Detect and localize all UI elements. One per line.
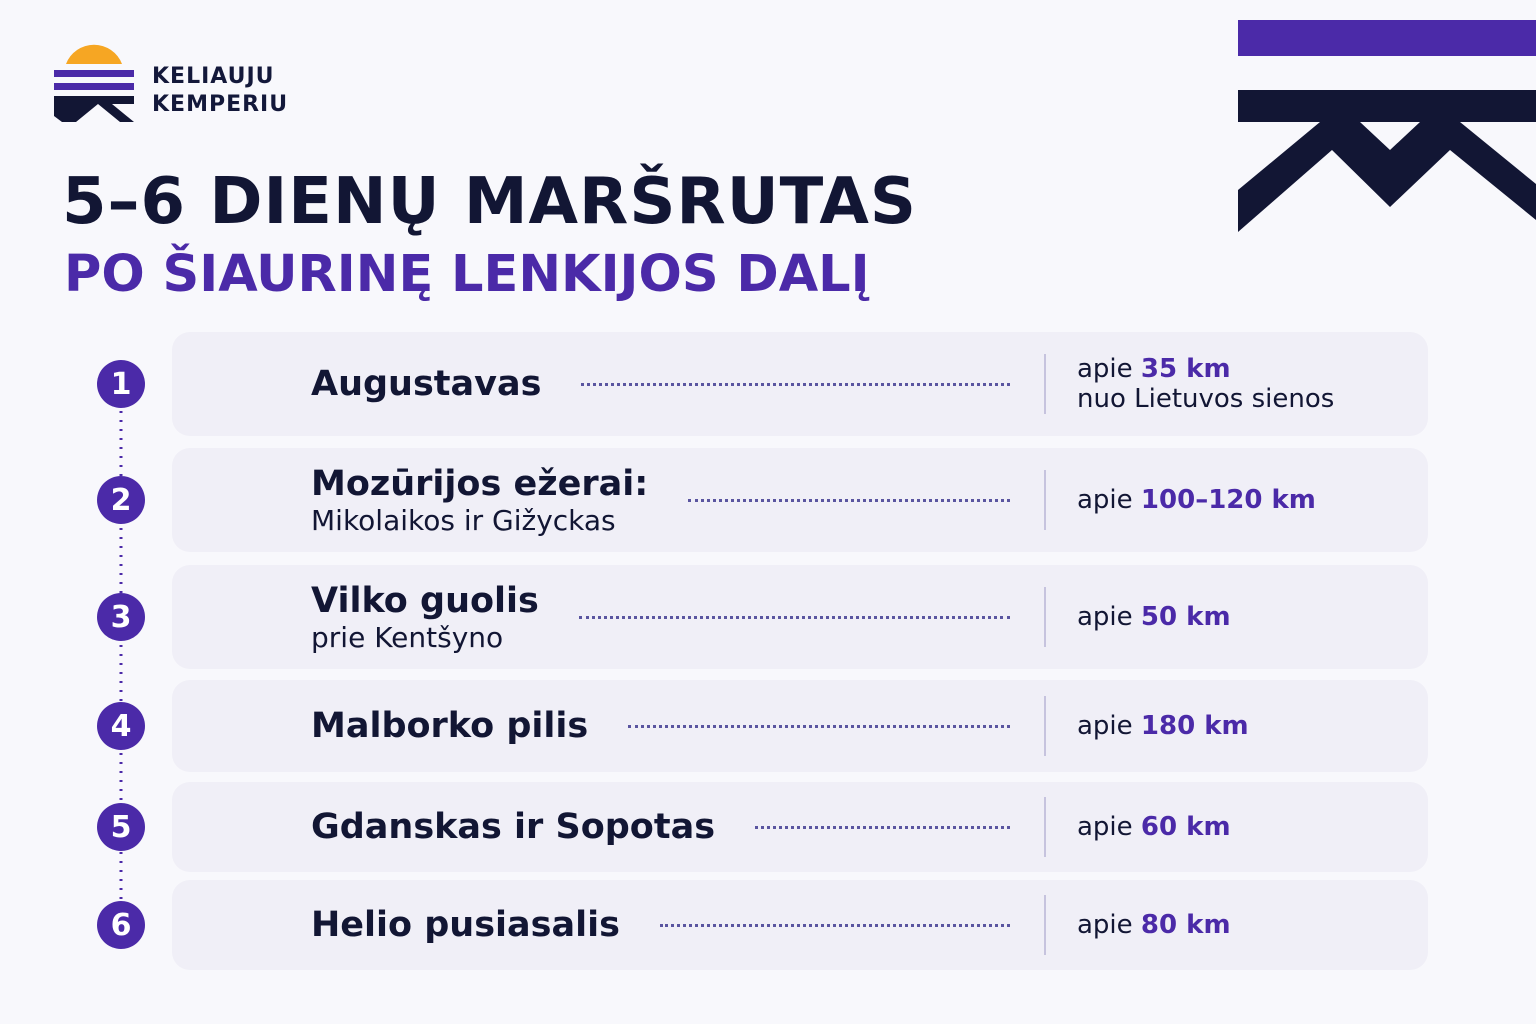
step-number: 1 — [97, 360, 145, 408]
stop-card: Mozūrijos ežerai: Mikolaikos ir Gižyckas a… — [172, 448, 1428, 552]
distance-line: apie 80 km — [1077, 910, 1231, 940]
distance-note: nuo Lietuvos sienos — [1077, 384, 1335, 414]
stop-name-block: Augustavas — [311, 364, 541, 404]
distance-prefix: apie — [1077, 812, 1133, 842]
distance-line: apie 35 km — [1077, 354, 1334, 384]
distance-line: apie 50 km — [1077, 602, 1231, 632]
distance-value: 80 km — [1140, 910, 1231, 940]
divider — [1044, 354, 1046, 414]
logo-text: KEMPERIU — [152, 92, 289, 117]
subtitle: PO ŠIAURINĘ LENKIJOS DALĮ — [64, 245, 870, 304]
stop-name: Malborko pilis — [311, 706, 589, 746]
stop-card: Augustavas apie 35 km nuo Lietuvos sienos — [172, 332, 1428, 436]
distance-prefix: apie — [1077, 711, 1133, 741]
distance: apie 100–120 km — [1046, 485, 1316, 515]
distance: apie 60 km — [1046, 812, 1231, 842]
leader — [659, 923, 1010, 927]
distance-value: 35 km — [1140, 354, 1231, 384]
stop-name: Gdanskas ir Sopotas — [311, 807, 716, 847]
leader — [755, 825, 1010, 829]
stop-main: Mozūrijos ežerai: Mikolaikos ir Gižyckas — [172, 464, 1044, 537]
stop-name-block: Malborko pilis — [311, 706, 588, 746]
stop-detail: prie Kentšyno — [311, 620, 504, 654]
distance-prefix: apie — [1077, 602, 1133, 632]
stop-card: Malborko pilis apie 180 km — [172, 680, 1428, 772]
distance-value: 180 km — [1140, 711, 1249, 741]
stop-name: Helio pusiasalis — [311, 905, 620, 945]
stop-name: Augustavas — [311, 364, 542, 404]
divider — [1044, 696, 1046, 756]
leader — [578, 615, 1010, 619]
stop-main: Gdanskas ir Sopotas — [172, 807, 1044, 847]
step-number: 2 — [97, 476, 145, 524]
step-number: 5 — [97, 803, 145, 851]
distance: apie 35 km nuo Lietuvos sienos — [1046, 354, 1334, 414]
step-number: 3 — [97, 593, 145, 641]
distance-line: apie 100–120 km — [1077, 485, 1316, 515]
distance-line: apie 60 km — [1077, 812, 1231, 842]
distance: apie 80 km — [1046, 910, 1231, 940]
stop-card: Helio pusiasalis apie 80 km — [172, 880, 1428, 970]
distance-value: 100–120 km — [1140, 485, 1316, 515]
distance-value: 60 km — [1140, 812, 1231, 842]
stop-detail: Mikolaikos ir Gižyckas — [311, 503, 616, 537]
stop-main: Vilko guolis prie Kentšyno — [172, 581, 1044, 654]
distance-prefix: apie — [1077, 354, 1133, 384]
divider — [1044, 587, 1046, 647]
title: 5–6 DIENŲ MARŠRUTAS — [62, 165, 917, 239]
divider — [1044, 895, 1046, 955]
distance-value: 50 km — [1140, 602, 1231, 632]
divider — [1044, 470, 1046, 530]
divider — [1044, 797, 1046, 857]
step-number: 4 — [97, 702, 145, 750]
stop-name-block: Vilko guolis prie Kentšyno — [311, 581, 539, 654]
distance: apie 180 km — [1046, 711, 1249, 741]
stop-name: Vilko guolis — [311, 580, 539, 621]
stop-name-block: Helio pusiasalis — [311, 905, 620, 945]
stop-card: Gdanskas ir Sopotas apie 60 km — [172, 782, 1428, 872]
leader — [688, 498, 1010, 502]
distance-prefix: apie — [1077, 485, 1133, 515]
distance-prefix: apie — [1077, 910, 1133, 940]
stop-name: Mozūrijos ežerai: — [311, 463, 649, 504]
stop-main: Malborko pilis — [172, 706, 1044, 746]
logo-text: KELIAUJU — [152, 64, 275, 89]
stop-name-block: Mozūrijos ežerai: Mikolaikos ir Gižyckas — [311, 464, 648, 537]
distance-line: apie 180 km — [1077, 711, 1249, 741]
step-number: 6 — [97, 901, 145, 949]
stop-name-block: Gdanskas ir Sopotas — [311, 807, 715, 847]
stop-main: Helio pusiasalis — [172, 905, 1044, 945]
leader — [628, 724, 1010, 728]
stop-card: Vilko guolis prie Kentšyno apie 50 km — [172, 565, 1428, 669]
leader — [581, 382, 1010, 386]
distance: apie 50 km — [1046, 602, 1231, 632]
stop-main: Augustavas — [172, 364, 1044, 404]
